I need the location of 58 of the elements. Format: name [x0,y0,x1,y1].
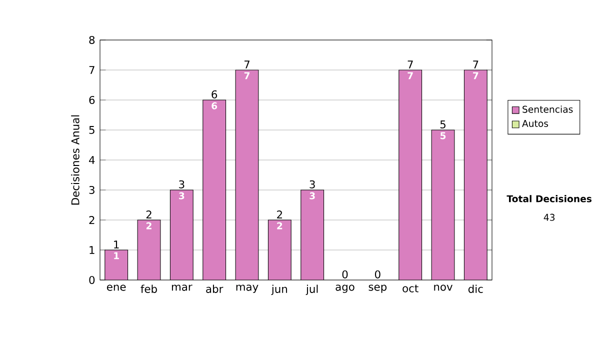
total-label: 7 [408,60,413,68]
data-label: 3 [310,192,315,200]
total-label: 6 [212,90,218,98]
data-label: 7 [473,72,478,80]
data-label: 1 [114,252,119,260]
text: 43 [544,214,555,221]
x-tick-label: feb [140,284,157,293]
y-tick-label: 0 [89,276,95,284]
total-label: 2 [277,210,282,218]
y-tick-label: 3 [89,186,94,194]
total-label: 2 [146,210,152,218]
bar [202,100,226,280]
total-label: 5 [440,120,446,128]
bar [170,190,194,280]
bar [464,70,488,280]
data-label: 3 [179,192,184,200]
x-tick-label: ago [336,284,354,293]
x-tick-label: dic [468,284,483,293]
data-label: 2 [146,222,152,230]
y-axis-title: Decisiones Anual [71,115,80,205]
y-tick-label: 1 [90,246,94,254]
x-tick-label: abr [206,284,224,293]
x-tick-label: may [236,284,258,293]
data-label: 6 [212,102,218,110]
data-label: 2 [277,222,282,230]
text: Total Decisiones [506,195,592,202]
total-label: 3 [179,180,184,188]
bar [431,130,455,280]
bar [138,220,160,280]
bar [268,220,292,280]
y-tick-label: 7 [89,66,94,74]
data-label: 7 [244,72,250,80]
y-tick-label: 6 [89,96,95,104]
x-tick-label: sep [368,284,387,293]
bar [300,190,324,280]
data-label: 7 [408,72,413,80]
legend-label: Sentencias [522,106,573,113]
x-tick-label: mar [172,284,192,291]
x-tick-label: ene [106,284,126,291]
bar [236,70,258,280]
x-tick-label: oct [402,284,418,292]
x-tick-label: jun [271,284,288,296]
total-label: 0 [374,270,380,278]
x-tick-label: jul [306,284,318,296]
total-label: 7 [473,60,478,68]
data-label: 5 [440,132,446,140]
total-label: 3 [310,180,315,188]
total-label: 7 [244,60,250,68]
x-tick-label: nov [434,284,452,291]
bar [398,70,422,280]
y-tick-label: 5 [89,126,94,134]
y-tick-label: 8 [89,36,95,44]
y-tick-label: 2 [89,216,94,224]
legend-label: Autos [522,120,548,127]
bar [104,250,128,280]
total-label: 0 [342,270,348,278]
y-tick-label: 4 [89,156,95,164]
total-label: 1 [114,240,119,248]
